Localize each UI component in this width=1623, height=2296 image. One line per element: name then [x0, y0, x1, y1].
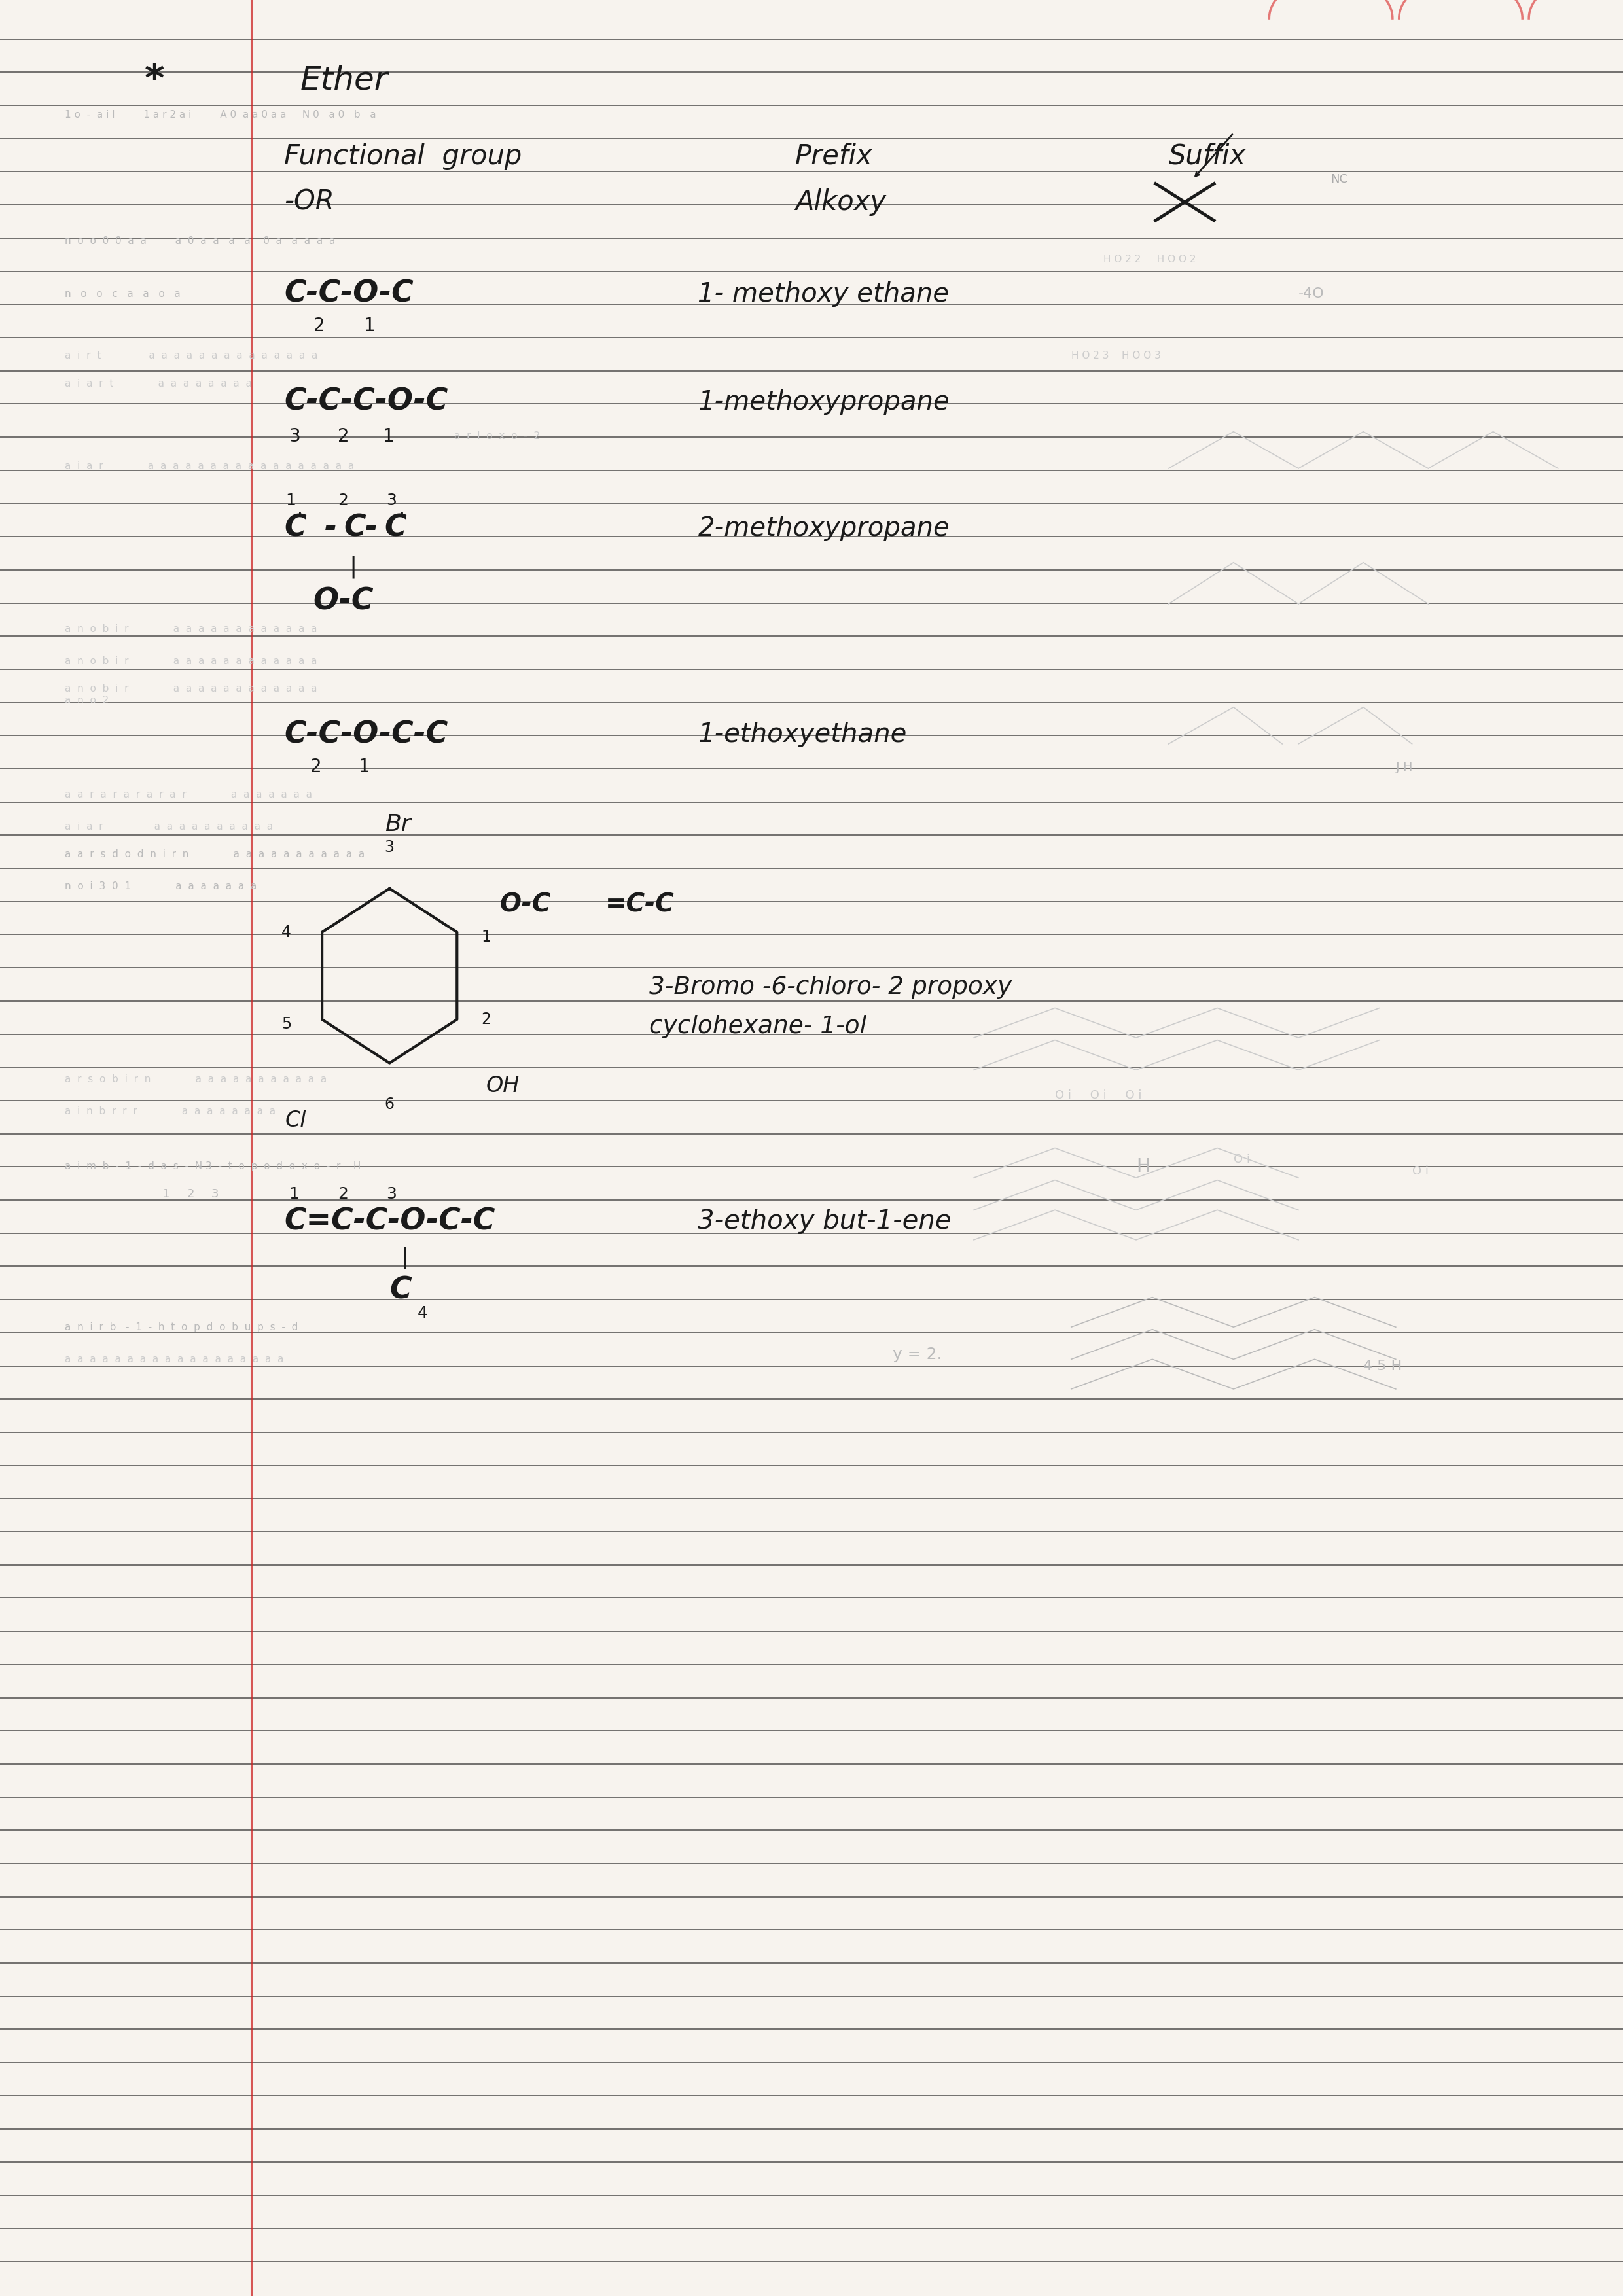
Text: 1: 1	[482, 930, 492, 944]
Text: O-C: O-C	[500, 893, 552, 916]
Text: a  i  a  r              a  a  a  a  a  a  a  a  a  a  a  a  a  a  a  a  a: a i a r a a a a a a a a a a a a a a a a …	[65, 461, 354, 471]
Text: a  a  r  s  d  o  d  n  i  r  n              a  a  a  a  a  a  a  a  a  a  a: a a r s d o d n i r n a a a a a a a a a …	[65, 850, 365, 859]
Text: a  i  a  r                a  a  a  a  a  a  a  a  a  a: a i a r a a a a a a a a a a	[65, 822, 273, 831]
Text: 4 5 H: 4 5 H	[1363, 1359, 1402, 1373]
Text: 3: 3	[385, 840, 394, 854]
Text: a  a  r  a  r  a  r  a  r  a  r              a  a  a  a  a  a  a: a a r a r a r a r a r a a a a a a a	[65, 790, 312, 799]
Text: 1-ethoxyethane: 1-ethoxyethane	[698, 721, 907, 748]
Text: n   o   o   c   a   a   o   a: n o o c a a o a	[65, 289, 180, 298]
Text: 1 o  -  a i l         1 a r 2 a i         A 0  a a 0 a a     N 0   a 0   b   a: 1 o - a i l 1 a r 2 a i A 0 a a 0 a a N …	[65, 110, 377, 119]
Text: 3: 3	[386, 494, 396, 507]
Text: y = 2.: y = 2.	[893, 1348, 941, 1362]
Text: n  o  i  3  0  1              a  a  a  a  a  a  a: n o i 3 0 1 a a a a a a a	[65, 882, 256, 891]
Text: 3: 3	[211, 1187, 219, 1201]
Text: Br: Br	[385, 813, 411, 836]
Text: n  o  o  0  0  a  a         a  0  a  a   a   a    0  a   a  a  a  a: n o o 0 0 a a a 0 a a a a 0 a a a a a	[65, 236, 336, 246]
Text: .: .	[297, 501, 304, 519]
Text: 4: 4	[417, 1306, 427, 1320]
Text: =C-C: =C-C	[605, 893, 675, 916]
Text: a  i  n  b  r  r  r              a  a  a  a  a  a  a  a: a i n b r r r a a a a a a a a	[65, 1107, 276, 1116]
Text: Alkoxy: Alkoxy	[795, 188, 886, 216]
Text: -: -	[325, 514, 338, 542]
Text: H O 2 3    H O O 3: H O 2 3 H O O 3	[1071, 351, 1160, 360]
Text: O i: O i	[1233, 1153, 1250, 1166]
Text: cyclohexane- 1-ol: cyclohexane- 1-ol	[649, 1015, 867, 1038]
Text: 2-methoxypropane: 2-methoxypropane	[698, 514, 949, 542]
Text: |: |	[401, 1247, 409, 1270]
Text: Ether: Ether	[300, 64, 388, 96]
Text: C: C	[344, 514, 367, 542]
Text: *: *	[144, 62, 164, 99]
Text: C-C-O-C-C: C-C-O-C-C	[284, 721, 448, 748]
Text: O i: O i	[1412, 1164, 1428, 1178]
Text: H: H	[1136, 1157, 1149, 1176]
Text: C: C	[385, 514, 407, 542]
Text: C-C-C-O-C: C-C-C-O-C	[284, 388, 448, 416]
Text: NC: NC	[1331, 172, 1347, 186]
Text: a  r  l  o  x  o  -  2: a r l o x o - 2	[454, 432, 540, 441]
Text: 1: 1	[364, 317, 375, 335]
Text: 1: 1	[383, 427, 394, 445]
Text: a  i  m  b  -  1  -  d  a  s  -  N 3  -  t  o  p  o  d  o  x  o  -  r    H: a i m b - 1 - d a s - N 3 - t o p o d o …	[65, 1162, 360, 1171]
Text: 2: 2	[338, 494, 347, 507]
Text: 1: 1	[162, 1187, 170, 1201]
Text: C: C	[390, 1277, 412, 1304]
Text: a  n  i  r  b   -  1  -  h  t  o  p  d  o  b  u  p  s  -  d: a n i r b - 1 - h t o p d o b u p s - d	[65, 1322, 299, 1332]
Text: O i     O i     O i: O i O i O i	[1055, 1088, 1141, 1102]
Text: 2: 2	[482, 1013, 492, 1026]
Text: a  n  o  2: a n o 2	[65, 696, 109, 705]
Text: 2: 2	[187, 1187, 195, 1201]
Text: |: |	[349, 556, 357, 579]
Text: -: -	[365, 514, 378, 542]
Text: O-C: O-C	[313, 588, 373, 615]
Text: a  i  r  t               a  a  a  a  a  a  a  a  a  a  a  a  a  a: a i r t a a a a a a a a a a a a a a	[65, 351, 318, 360]
Text: 3-Bromo -6-chloro- 2 propoxy: 3-Bromo -6-chloro- 2 propoxy	[649, 976, 1013, 999]
Text: 1: 1	[286, 494, 295, 507]
Text: 2: 2	[338, 1187, 347, 1201]
Text: Prefix: Prefix	[795, 142, 873, 170]
Text: J H: J H	[1396, 760, 1414, 774]
Text: 6: 6	[385, 1097, 394, 1111]
Text: -4O: -4O	[1298, 287, 1324, 301]
Text: 4: 4	[281, 925, 291, 939]
Text: .: .	[399, 501, 406, 519]
Text: a  n  o  b  i  r              a  a  a  a  a  a  a  a  a  a  a  a: a n o b i r a a a a a a a a a a a a	[65, 625, 316, 634]
Text: 5: 5	[281, 1017, 292, 1031]
Text: 3-ethoxy but-1-ene: 3-ethoxy but-1-ene	[698, 1208, 951, 1235]
Text: Suffix: Suffix	[1169, 142, 1246, 170]
Text: a  n  o  b  i  r              a  a  a  a  a  a  a  a  a  a  a  a: a n o b i r a a a a a a a a a a a a	[65, 684, 316, 693]
Text: a  a  a  a  a  a  a  a  a  a  a  a  a  a  a  a  a  a: a a a a a a a a a a a a a a a a a a	[65, 1355, 284, 1364]
Text: 1-methoxypropane: 1-methoxypropane	[698, 388, 949, 416]
Text: 1- methoxy ethane: 1- methoxy ethane	[698, 280, 949, 308]
Text: Cl: Cl	[284, 1109, 307, 1132]
Text: a  r  s  o  b  i  r  n              a  a  a  a  a  a  a  a  a  a  a: a r s o b i r n a a a a a a a a a a a	[65, 1075, 326, 1084]
Text: C: C	[284, 514, 307, 542]
Text: 3: 3	[289, 427, 300, 445]
Text: 2: 2	[310, 758, 321, 776]
Text: a  i  a  r  t              a  a  a  a  a  a  a  a: a i a r t a a a a a a a a	[65, 379, 252, 388]
Text: Functional  group: Functional group	[284, 142, 521, 170]
Text: -OR: -OR	[284, 188, 334, 216]
Text: a  n  o  b  i  r              a  a  a  a  a  a  a  a  a  a  a  a: a n o b i r a a a a a a a a a a a a	[65, 657, 316, 666]
Text: C-C-O-C: C-C-O-C	[284, 280, 414, 308]
Text: OH: OH	[487, 1075, 519, 1097]
Text: 3: 3	[386, 1187, 396, 1201]
Text: 1: 1	[359, 758, 370, 776]
Text: H O 2 2     H O O 2: H O 2 2 H O O 2	[1104, 255, 1196, 264]
Text: C=C-C-O-C-C: C=C-C-O-C-C	[284, 1208, 495, 1235]
Text: 2: 2	[338, 427, 349, 445]
Text: 1: 1	[289, 1187, 299, 1201]
Text: 2: 2	[313, 317, 325, 335]
